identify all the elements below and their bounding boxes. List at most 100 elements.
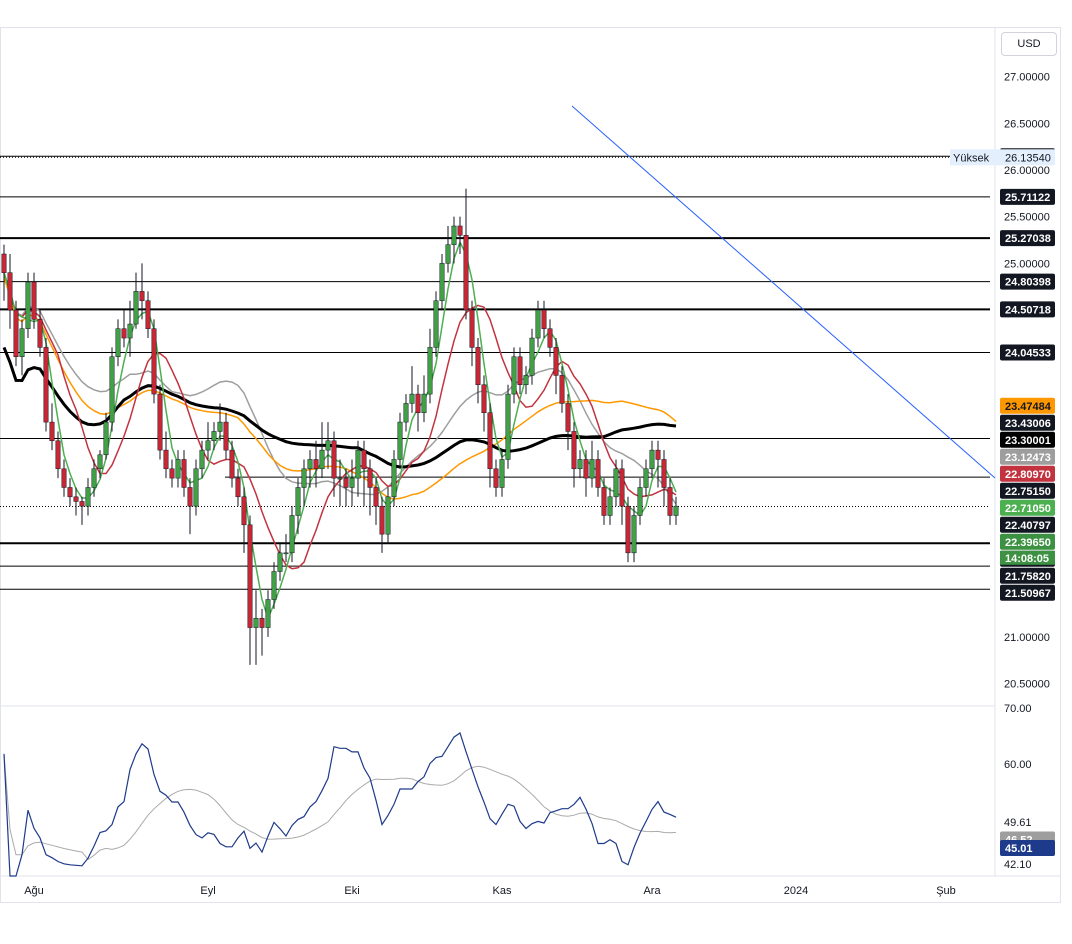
candle-body bbox=[325, 440, 331, 451]
candle-body bbox=[661, 459, 667, 488]
price-tick-label: 21.00000 bbox=[1004, 632, 1050, 644]
price-tick-label: 26.00000 bbox=[1004, 165, 1050, 177]
candle-body bbox=[343, 477, 349, 488]
price-tag: 22.40797 bbox=[1005, 520, 1051, 532]
price-axis[interactable]: 27.00000 26.50000 26.00000 25.50000 25.00000… bbox=[950, 72, 1055, 872]
price-tag: 21.75820 bbox=[1005, 571, 1051, 583]
candle-body bbox=[607, 496, 613, 516]
candle-body bbox=[139, 291, 145, 301]
candle-body bbox=[673, 505, 679, 516]
candle-body bbox=[49, 421, 55, 442]
candle-body bbox=[397, 421, 403, 460]
candle-body bbox=[421, 393, 427, 414]
candle-body bbox=[217, 421, 223, 432]
candle-body bbox=[349, 477, 355, 488]
candle-body bbox=[541, 309, 547, 329]
time-label: Ağu bbox=[24, 885, 44, 897]
chart-frame bbox=[0, 27, 1061, 903]
price-tag: 25.27038 bbox=[1005, 233, 1051, 245]
candle-body bbox=[283, 552, 289, 555]
price-tag: 22.75150 bbox=[1005, 486, 1051, 498]
price-tag: 24.04533 bbox=[1005, 347, 1051, 359]
candle-body bbox=[313, 459, 319, 470]
price-tag-bg bbox=[1000, 448, 1055, 465]
price-tag-bg bbox=[1000, 397, 1055, 414]
oscillator-tick-label: 70.00 bbox=[1004, 703, 1032, 715]
candle-body bbox=[655, 449, 661, 460]
candle-body bbox=[511, 356, 517, 395]
candle-body bbox=[13, 309, 19, 357]
candle-body bbox=[553, 347, 559, 376]
candle-body bbox=[559, 375, 565, 404]
candle-body bbox=[85, 487, 91, 507]
countdown-label: 14:08:05 bbox=[1005, 553, 1049, 565]
price-tick-label: 25.50000 bbox=[1004, 212, 1050, 224]
price-tag-bg bbox=[1000, 533, 1055, 550]
candle-body bbox=[61, 468, 67, 488]
candle-body bbox=[595, 459, 601, 488]
candle-body bbox=[403, 403, 409, 423]
candle-body bbox=[469, 309, 475, 348]
candle-body bbox=[121, 328, 127, 339]
candle-body bbox=[487, 412, 493, 470]
price-tag-bg bbox=[1000, 499, 1055, 516]
price-tag: 23.47484 bbox=[1005, 401, 1052, 413]
candle-body bbox=[391, 459, 397, 498]
candle-body bbox=[1, 253, 7, 273]
candle-body bbox=[235, 477, 241, 498]
price-tag-bg bbox=[1000, 465, 1055, 482]
time-axis[interactable]: Ağu Eyl Eki Kas Ara 2024 Şub bbox=[24, 885, 956, 897]
candle-body bbox=[187, 487, 193, 507]
price-tag: 23.30001 bbox=[1005, 435, 1051, 447]
candle-body bbox=[379, 505, 385, 535]
candle-body bbox=[55, 440, 61, 470]
trendline[interactable] bbox=[571, 105, 996, 479]
candle-body bbox=[181, 459, 187, 488]
price-tag-bg bbox=[1000, 414, 1055, 431]
horizontal-levels[interactable] bbox=[0, 155, 990, 590]
candle-body bbox=[43, 347, 49, 423]
time-label: 2024 bbox=[784, 885, 808, 897]
candle-body bbox=[373, 487, 379, 507]
candle-body bbox=[91, 468, 97, 488]
rsi-ma-line bbox=[3, 753, 677, 861]
candle-body bbox=[133, 291, 139, 325]
price-tag: 22.39650 bbox=[1005, 537, 1051, 549]
candles bbox=[1, 188, 679, 665]
candle-body bbox=[667, 487, 673, 516]
candle-body bbox=[223, 421, 229, 451]
candle-body bbox=[385, 496, 391, 535]
candle-body bbox=[103, 421, 109, 456]
currency-button[interactable]: USD bbox=[1001, 32, 1057, 56]
candle-body bbox=[193, 468, 199, 507]
candle-body bbox=[247, 524, 253, 628]
candle-body bbox=[151, 328, 157, 395]
price-tag-bg bbox=[1000, 431, 1055, 448]
high-label-bg bbox=[950, 149, 1055, 166]
candle-body bbox=[289, 515, 295, 554]
candle-body bbox=[115, 328, 121, 357]
candle-body bbox=[73, 496, 79, 502]
candle-body bbox=[517, 356, 523, 385]
price-tag-bg bbox=[1000, 516, 1055, 533]
price-tag-bg bbox=[1000, 584, 1055, 601]
high-value: 26.13540 bbox=[1005, 152, 1051, 164]
candle-body bbox=[337, 477, 343, 480]
candle-body bbox=[649, 449, 655, 470]
candle-body bbox=[589, 459, 595, 479]
candle-body bbox=[625, 505, 631, 554]
candle-body bbox=[409, 393, 415, 404]
ma-black-line bbox=[2, 346, 677, 469]
candle-body bbox=[7, 272, 13, 311]
candle-body bbox=[25, 281, 31, 329]
candle-body bbox=[67, 487, 73, 498]
candle-body bbox=[523, 375, 529, 385]
candle-body bbox=[277, 552, 283, 572]
candle-body bbox=[157, 393, 163, 451]
candle-body bbox=[505, 393, 511, 460]
countdown-bg bbox=[1000, 550, 1055, 565]
candle-body bbox=[199, 449, 205, 470]
candle-body bbox=[571, 431, 577, 470]
oscillator-tag: 45.01 bbox=[1005, 843, 1033, 855]
